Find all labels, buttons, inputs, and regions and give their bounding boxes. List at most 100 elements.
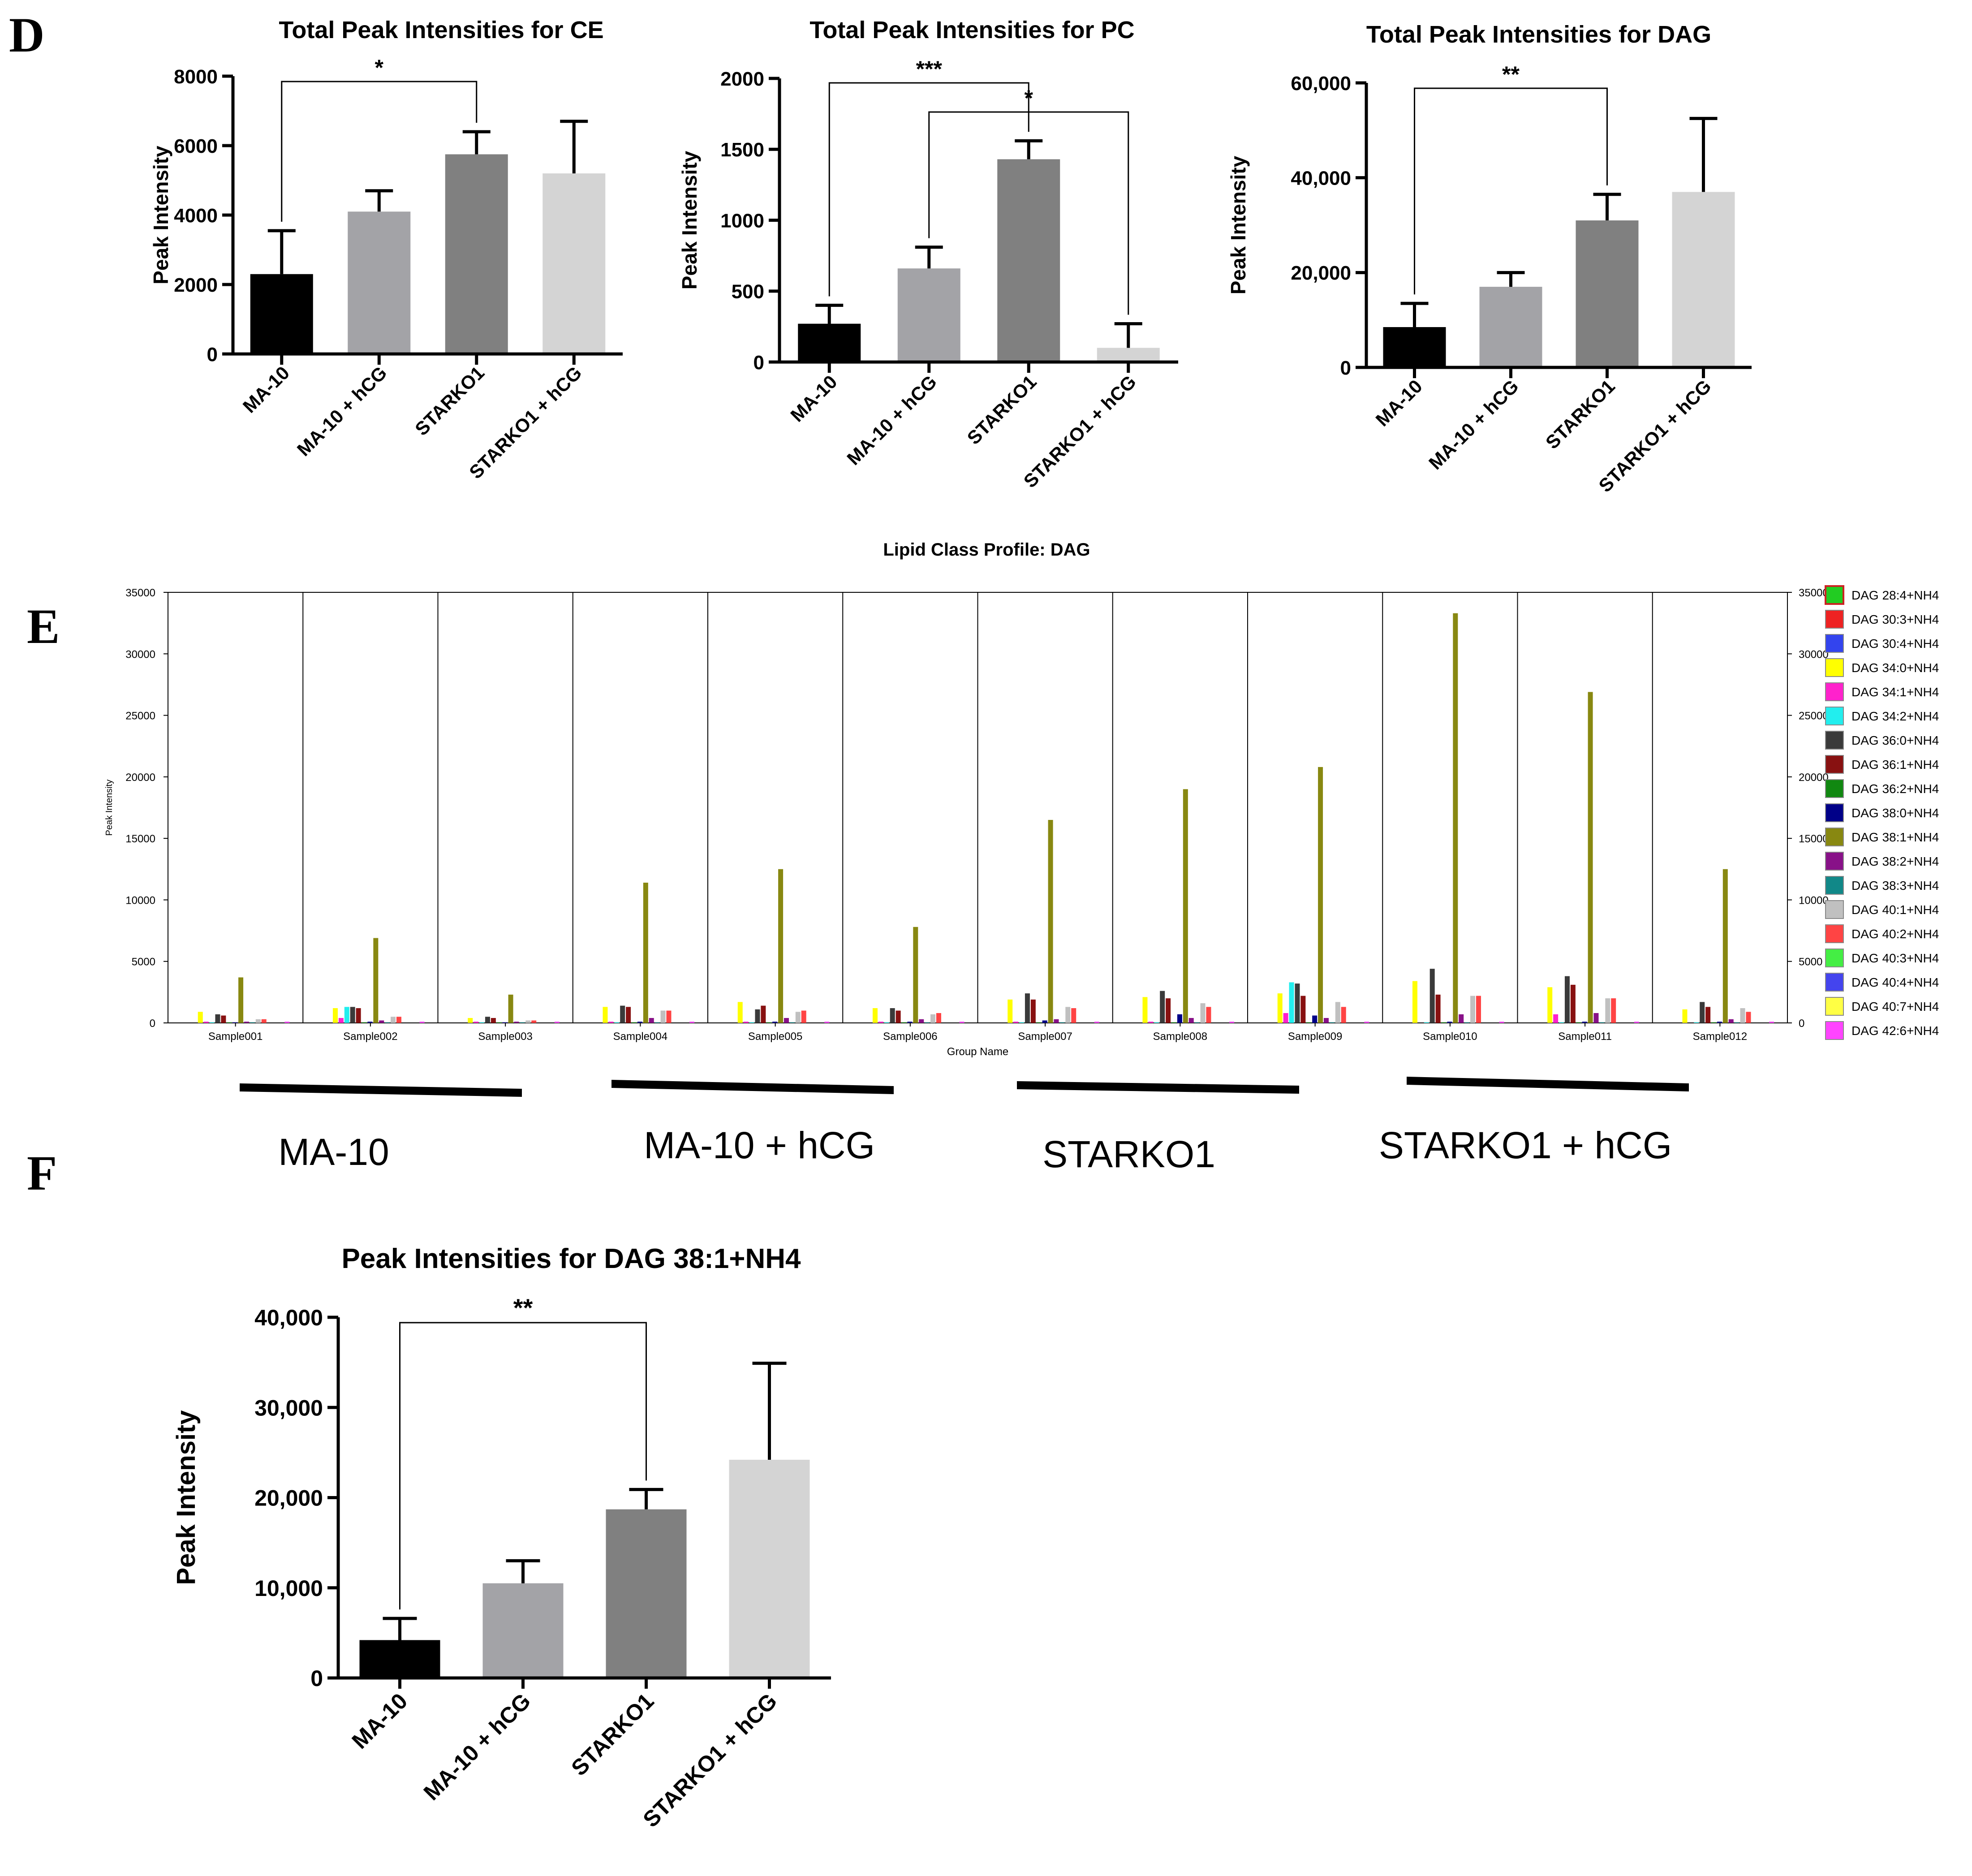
profile-bar-dag-36-1-nh4 (491, 1018, 496, 1023)
x-tick-label: Sample003 (478, 1031, 532, 1043)
x-tick-label: Sample009 (1288, 1031, 1342, 1043)
profile-bar-dag-38-0-nh4 (1177, 1014, 1182, 1023)
profile-bar-dag-38-1-nh4 (1588, 692, 1593, 1023)
profile-bar-dag-38-0-nh4 (367, 1022, 373, 1023)
legend-entry: DAG 34:2+NH4 (1851, 709, 1939, 723)
profile-bar-dag-42-6-nh4 (1094, 1022, 1099, 1023)
legend-entry: DAG 40:4+NH4 (1851, 975, 1939, 989)
profile-bar-dag-40-2-nh4 (666, 1010, 672, 1023)
profile-bar-dag-40-2-nh4 (1341, 1007, 1346, 1023)
profile-bar-dag-38-2-nh4 (1323, 1018, 1329, 1023)
profile-bar-dag-36-0-nh4 (350, 1007, 355, 1023)
x-tick-label: Sample006 (883, 1031, 937, 1043)
profile-bar-dag-38-1-nh4 (643, 882, 648, 1023)
y-tick-label-left: 10000 (125, 894, 155, 906)
legend-entry: DAG 34:1+NH4 (1851, 685, 1939, 699)
profile-bar-dag-34-1-nh4 (1148, 1022, 1154, 1023)
profile-bar-dag-36-0-nh4 (1295, 983, 1300, 1023)
profile-bar-dag-40-1-nh4 (1335, 1002, 1340, 1023)
legend-entry: DAG 40:1+NH4 (1851, 903, 1939, 917)
legend-entry: DAG 38:0+NH4 (1851, 806, 1939, 820)
profile-bar-dag-42-6-nh4 (689, 1022, 695, 1023)
y-tick-label-left: 0 (150, 1018, 155, 1030)
profile-bar-dag-38-0-nh4 (637, 1022, 642, 1023)
profile-bar-dag-34-2-nh4 (1019, 1022, 1025, 1023)
y-tick-label-left: 30000 (125, 648, 155, 660)
profile-bar-dag-40-1-nh4 (930, 1014, 936, 1023)
profile-bar-dag-34-0-nh4 (1277, 993, 1283, 1023)
legend-swatch (1825, 973, 1844, 992)
profile-bar-dag-34-0-nh4 (1547, 987, 1553, 1023)
profile-bar-dag-38-2-nh4 (919, 1019, 924, 1023)
profile-bar-dag-38-1-nh4 (238, 977, 244, 1023)
y-tick-label: 20,000 (254, 1486, 323, 1511)
profile-bar-dag-38-0-nh4 (1312, 1015, 1318, 1023)
y-tick-label-right: 25000 (1799, 710, 1829, 722)
profile-bar-dag-40-1-nh4 (1605, 998, 1610, 1023)
group-underline (1407, 1077, 1689, 1091)
profile-bar-dag-38-0-nh4 (1042, 1020, 1047, 1023)
y-tick-label: 2000 (174, 274, 218, 296)
bar-ma-10 (359, 1640, 440, 1678)
profile-bar-dag-36-2-nh4 (1171, 1022, 1177, 1023)
profile-bar-dag-36-1-nh4 (356, 1008, 361, 1023)
x-tick-label: Sample011 (1558, 1031, 1612, 1043)
legend-entry: DAG 38:3+NH4 (1851, 879, 1939, 893)
profile-bar-dag-40-2-nh4 (261, 1019, 267, 1023)
profile-bar-dag-36-0-nh4 (485, 1017, 490, 1023)
panel-letter-f: F (27, 1146, 57, 1200)
profile-bar-dag-38-3-nh4 (1059, 1022, 1065, 1023)
profile-bar-dag-36-1-nh4 (221, 1015, 226, 1023)
bar-ma-10 (1383, 327, 1446, 367)
profile-bar-dag-34-1-nh4 (203, 1022, 209, 1023)
legend-entry: DAG 30:4+NH4 (1851, 637, 1939, 651)
chart-title: Lipid Class Profile: DAG (883, 540, 1090, 560)
profile-bar-dag-36-1-nh4 (1030, 999, 1036, 1023)
profile-bar-dag-36-2-nh4 (362, 1022, 367, 1023)
legend-entry: DAG 36:2+NH4 (1851, 782, 1939, 796)
profile-bar-dag-40-1-nh4 (1740, 1008, 1745, 1023)
profile-bar-dag-40-2-nh4 (801, 1010, 806, 1023)
chart-peak-intensities-dag-38-1: Peak Intensities for DAG 38:1+NH4 Peak In… (172, 1243, 831, 1832)
profile-bar-dag-38-0-nh4 (772, 1022, 778, 1023)
y-tick-label: 1500 (720, 139, 764, 161)
profile-bar-dag-36-0-nh4 (1700, 1002, 1705, 1023)
y-tick-label-right: 35000 (1799, 587, 1829, 599)
profile-bar-dag-34-1-nh4 (608, 1022, 614, 1023)
profile-bar-dag-38-3-nh4 (1329, 1022, 1335, 1023)
profile-bar-dag-38-0-nh4 (502, 1022, 508, 1023)
y-tick-label-right: 5000 (1799, 956, 1822, 968)
chart-title: Total Peak Intensities for DAG (1366, 21, 1711, 48)
bar-ma-10-hcg (348, 211, 411, 354)
legend-swatch (1825, 779, 1844, 798)
profile-bar-dag-42-6-nh4 (1499, 1022, 1504, 1023)
legend-swatch (1825, 610, 1844, 629)
profile-bar-dag-34-0-nh4 (1682, 1009, 1688, 1023)
profile-bar-dag-42-6-nh4 (554, 1022, 560, 1023)
legend-swatch (1825, 997, 1844, 1016)
legend-entry: DAG 38:1+NH4 (1851, 830, 1939, 844)
group-label: STARKO1 (1042, 1133, 1215, 1175)
profile-bar-dag-34-1-nh4 (474, 1022, 479, 1023)
y-tick-label: 40,000 (1291, 168, 1351, 190)
panel-letter-d: D (9, 8, 44, 62)
profile-bar-dag-38-3-nh4 (250, 1022, 255, 1023)
profile-bar-dag-34-2-nh4 (344, 1007, 349, 1023)
profile-bar-dag-34-0-nh4 (198, 1012, 203, 1023)
profile-bar-dag-34-2-nh4 (1424, 1022, 1429, 1023)
x-tick-label: STARKO1 (1541, 375, 1619, 453)
x-tick-label: MA-10 + hCG (293, 362, 391, 460)
chart-title: Total Peak Intensities for CE (279, 17, 603, 43)
profile-bar-dag-36-0-nh4 (215, 1014, 220, 1023)
bar-starko1-hcg (1097, 348, 1160, 362)
legend-swatch (1825, 949, 1844, 967)
profile-bar-dag-38-2-nh4 (1054, 1019, 1059, 1023)
profile-bar-dag-38-3-nh4 (1599, 1022, 1605, 1023)
y-tick-label: 6000 (174, 135, 218, 157)
y-tick-label-right: 0 (1799, 1018, 1804, 1030)
bar-starko1 (445, 154, 508, 354)
legend-entry: DAG 36:0+NH4 (1851, 733, 1939, 747)
profile-bar-dag-38-1-nh4 (1048, 819, 1053, 1023)
profile-bar-dag-36-1-nh4 (1166, 998, 1171, 1023)
significance-bracket (281, 81, 478, 222)
